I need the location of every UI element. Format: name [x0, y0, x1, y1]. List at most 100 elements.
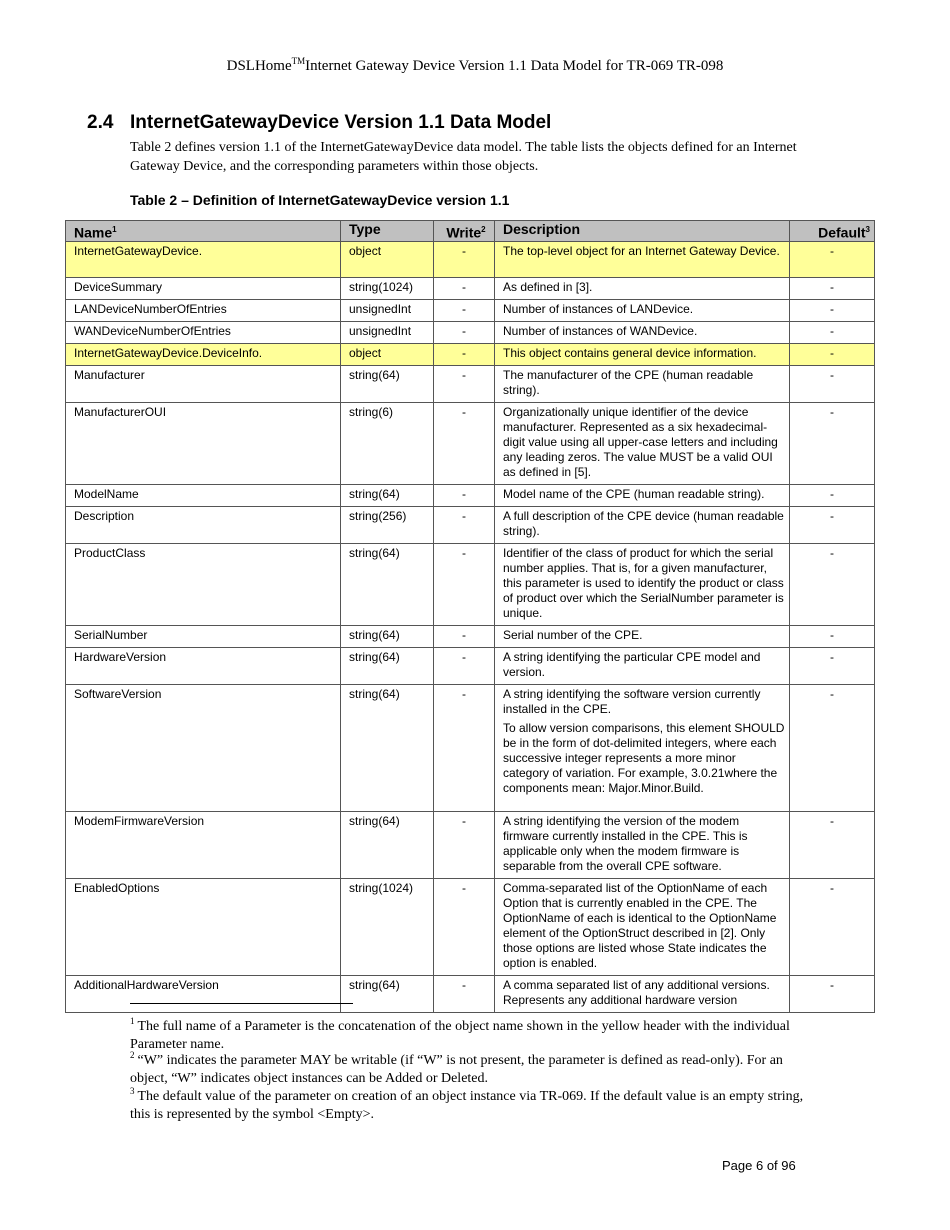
- cell-type: string(64): [340, 483, 434, 507]
- cell-type: object: [340, 240, 434, 278]
- cell-description: A string identifying the particular CPE …: [494, 646, 790, 685]
- cell-name: AdditionalHardwareVersion: [65, 974, 341, 1013]
- column-label: Type: [349, 221, 381, 237]
- cell-write: -: [433, 683, 495, 812]
- cell-description: Serial number of the CPE.: [494, 624, 790, 648]
- cell-name: LANDeviceNumberOfEntries: [65, 298, 341, 322]
- parameter-row: AdditionalHardwareVersion string(64) - A co…: [65, 974, 875, 1013]
- cell-description: Number of instances of LANDevice.: [494, 298, 790, 322]
- cell-type: object: [340, 342, 434, 366]
- cell-write: -: [433, 542, 495, 626]
- cell-default: -: [789, 401, 875, 485]
- cell-write: -: [433, 401, 495, 485]
- cell-type: unsignedInt: [340, 298, 434, 322]
- cell-type: string(1024): [340, 276, 434, 300]
- footnote-mark: 3: [130, 1086, 135, 1096]
- cell-name: ProductClass: [65, 542, 341, 626]
- column-header: Type: [340, 220, 434, 242]
- parameter-row: ProductClass string(64) - Identifier of the…: [65, 542, 875, 626]
- cell-name: DeviceSummary: [65, 276, 341, 300]
- cell-description: A full description of the CPE device (hu…: [494, 505, 790, 544]
- description-paragraph: A comma separated list of any additional…: [503, 977, 770, 1007]
- parameter-row: Manufacturer string(64) - The manufacturer …: [65, 364, 875, 403]
- section-heading: 2.4 InternetGatewayDevice Version 1.1 Dat…: [87, 112, 551, 134]
- cell-default: -: [789, 877, 875, 976]
- parameter-row: EnabledOptions string(1024) - Comma-separat…: [65, 877, 875, 976]
- cell-default: -: [789, 646, 875, 685]
- cell-description: Organizationally unique identifier of th…: [494, 401, 790, 485]
- cell-default: -: [789, 683, 875, 812]
- object-row: InternetGatewayDevice.DeviceInfo. object -…: [65, 342, 875, 366]
- parameter-row: ModelName string(64) - Model name of the CP…: [65, 483, 875, 507]
- description-paragraph: The top-level object for an Internet Gat…: [503, 243, 780, 258]
- cell-default: -: [789, 364, 875, 403]
- description-paragraph: Number of instances of LANDevice.: [503, 301, 694, 316]
- cell-type: string(64): [340, 974, 434, 1013]
- column-header: Default3: [789, 220, 875, 242]
- running-header: DSLHomeTMInternet Gateway Device Version…: [0, 56, 950, 75]
- header-text-rest: Internet Gateway Device Version 1.1 Data…: [305, 58, 724, 74]
- parameter-row: DeviceSummary string(1024) - As defined in …: [65, 276, 875, 300]
- cell-default: -: [789, 276, 875, 300]
- page-number: Page 6 of 96: [722, 1158, 796, 1173]
- cell-type: string(6): [340, 401, 434, 485]
- footnote-text: “W” indicates the parameter MAY be writa…: [130, 1053, 783, 1086]
- cell-write: -: [433, 810, 495, 879]
- cell-name: ModelName: [65, 483, 341, 507]
- cell-write: -: [433, 276, 495, 300]
- footnote-ref: 3: [865, 225, 870, 234]
- trademark: TM: [291, 56, 306, 66]
- description-paragraph: A string identifying the software versio…: [503, 686, 761, 716]
- cell-default: -: [789, 542, 875, 626]
- parameter-row: SerialNumber string(64) - Serial number of …: [65, 624, 875, 648]
- cell-type: string(256): [340, 505, 434, 544]
- cell-description: A comma separated list of any additional…: [494, 974, 790, 1013]
- cell-name: WANDeviceNumberOfEntries: [65, 320, 341, 344]
- description-paragraph: The manufacturer of the CPE (human reada…: [503, 367, 754, 397]
- cell-default: -: [789, 240, 875, 278]
- description-paragraph: This object contains general device info…: [503, 345, 757, 360]
- parameter-row: LANDeviceNumberOfEntries unsignedInt - Numb…: [65, 298, 875, 322]
- cell-name: ManufacturerOUI: [65, 401, 341, 485]
- cell-default: -: [789, 483, 875, 507]
- cell-type: string(64): [340, 683, 434, 812]
- cell-write: -: [433, 240, 495, 278]
- cell-type: string(64): [340, 624, 434, 648]
- cell-type: string(64): [340, 364, 434, 403]
- column-header: Description: [494, 220, 790, 242]
- cell-description: A string identifying the version of the …: [494, 810, 790, 879]
- cell-type: string(64): [340, 542, 434, 626]
- column-label: Write: [446, 224, 482, 241]
- cell-name: ModemFirmwareVersion: [65, 810, 341, 879]
- definition-table: Name1 Type Write2 Description Default3 Inter…: [65, 220, 875, 1013]
- cell-description: Identifier of the class of product for w…: [494, 542, 790, 626]
- column-header: Name1: [65, 220, 341, 242]
- parameter-row: SoftwareVersion string(64) - A string ident…: [65, 683, 875, 812]
- cell-default: -: [789, 320, 875, 344]
- cell-write: -: [433, 342, 495, 366]
- parameter-row: WANDeviceNumberOfEntries unsignedInt - Numb…: [65, 320, 875, 344]
- cell-name: SoftwareVersion: [65, 683, 341, 812]
- footnote-separator: [130, 1003, 353, 1004]
- cell-description: As defined in [3].: [494, 276, 790, 300]
- description-paragraph: A full description of the CPE device (hu…: [503, 508, 784, 538]
- description-paragraph: A string identifying the particular CPE …: [503, 649, 761, 679]
- description-paragraph: Serial number of the CPE.: [503, 627, 643, 642]
- column-label: Description: [503, 221, 581, 237]
- cell-name: HardwareVersion: [65, 646, 341, 685]
- footnote-text: The default value of the parameter on cr…: [130, 1089, 804, 1122]
- parameter-row: Description string(256) - A full descriptio…: [65, 505, 875, 544]
- footnote: 2 “W” indicates the parameter MAY be writ…: [130, 1046, 810, 1088]
- cell-default: -: [789, 342, 875, 366]
- cell-description: The manufacturer of the CPE (human reada…: [494, 364, 790, 403]
- footnote-ref: 2: [481, 225, 486, 234]
- description-paragraph: Organizationally unique identifier of th…: [503, 404, 778, 479]
- column-label: Name: [74, 224, 113, 241]
- cell-write: -: [433, 364, 495, 403]
- description-paragraph: Comma-separated list of the OptionName o…: [503, 880, 777, 970]
- description-paragraph: Identifier of the class of product for w…: [503, 545, 784, 620]
- description-paragraph: To allow version comparisons, this eleme…: [503, 720, 785, 795]
- cell-name: SerialNumber: [65, 624, 341, 648]
- footnote-ref: 1: [112, 225, 117, 234]
